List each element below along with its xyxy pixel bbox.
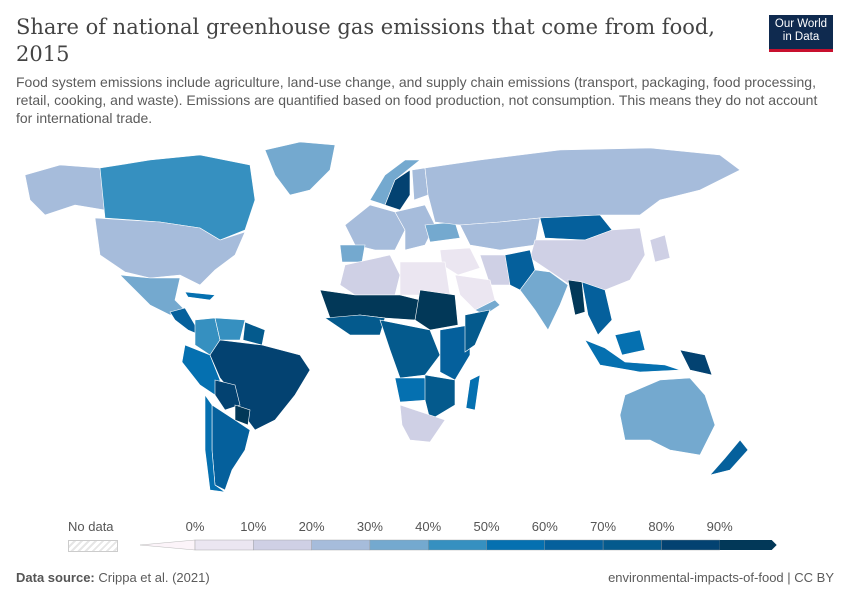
- legend-tick: 90%: [706, 519, 733, 534]
- country-japan[interactable]: [649, 234, 671, 263]
- country-cuba[interactable]: [184, 291, 216, 301]
- no-data-swatch: [68, 540, 118, 552]
- legend-bin: [369, 539, 429, 551]
- country-bolivia[interactable]: [214, 379, 241, 411]
- legend-tick: 30%: [356, 519, 383, 534]
- legend-bin: [194, 539, 254, 551]
- country-southeast-asia[interactable]: [581, 281, 613, 336]
- legend-bin: [311, 539, 371, 551]
- legend-bin: [428, 539, 487, 551]
- country-venezuela[interactable]: [214, 317, 246, 341]
- no-data-label: No data: [68, 519, 114, 534]
- country-papua-new-guinea[interactable]: [679, 349, 713, 376]
- country-chile[interactable]: [204, 394, 226, 493]
- owid-logo[interactable]: Our World in Data: [769, 15, 833, 52]
- legend-tick: 0%: [185, 519, 205, 534]
- legend-tick: 10%: [240, 519, 267, 534]
- country-new-zealand[interactable]: [709, 439, 749, 476]
- legend-tick: 80%: [648, 519, 675, 534]
- country-southern-africa[interactable]: [424, 374, 456, 421]
- legend-bin: [661, 539, 720, 551]
- legend-tick: 70%: [590, 519, 617, 534]
- legend-bin: [602, 539, 662, 551]
- legend-bin-below-0: [139, 539, 196, 551]
- legend-tick: 50%: [473, 519, 500, 534]
- country-mexico[interactable]: [119, 274, 186, 316]
- legend-bin: [544, 539, 604, 551]
- country-alaska[interactable]: [24, 164, 106, 216]
- legend-bin: [253, 539, 312, 551]
- chart-subtitle: Food system emissions include agricultur…: [16, 74, 818, 126]
- color-scale: [139, 539, 777, 551]
- country-iberia[interactable]: [339, 244, 366, 263]
- country-ukraine[interactable]: [424, 221, 461, 243]
- legend-tick: 60%: [531, 519, 558, 534]
- data-source: Data source: Crippa et al. (2021): [16, 570, 210, 585]
- country-sudan[interactable]: [414, 289, 459, 331]
- country-borneo[interactable]: [614, 329, 646, 356]
- country-greenland[interactable]: [264, 141, 336, 196]
- world-map[interactable]: [0, 135, 850, 505]
- country-indonesia[interactable]: [584, 339, 681, 373]
- legend-tick: 40%: [415, 519, 442, 534]
- legend-bin-90-plus: [719, 540, 777, 550]
- legend-bin: [486, 539, 545, 551]
- country-paraguay[interactable]: [234, 404, 251, 426]
- legend-tick: 20%: [298, 519, 325, 534]
- country-somalia[interactable]: [464, 309, 491, 353]
- footer-license[interactable]: environmental-impacts-of-food | CC BY: [608, 570, 834, 585]
- country-madagascar[interactable]: [465, 374, 481, 411]
- country-angola[interactable]: [394, 377, 429, 403]
- country-myanmar[interactable]: [567, 279, 586, 316]
- country-united-states[interactable]: [94, 217, 246, 286]
- chart-title: Share of national greenhouse gas emissio…: [16, 15, 715, 66]
- country-eastern-europe[interactable]: [394, 204, 436, 251]
- country-sweden[interactable]: [384, 169, 411, 211]
- country-australia[interactable]: [619, 377, 716, 456]
- country-china[interactable]: [529, 227, 646, 293]
- country-india[interactable]: [519, 269, 569, 331]
- country-brazil[interactable]: [209, 339, 311, 431]
- country-west-africa[interactable]: [324, 314, 386, 336]
- color-legend: No data 0% 10% 20% 30% 40% 50% 60% 70% 80% 90%: [0, 515, 850, 555]
- country-russia[interactable]: [424, 147, 741, 226]
- country-libya[interactable]: [399, 261, 451, 296]
- country-guianas[interactable]: [242, 321, 266, 346]
- country-south-africa[interactable]: [399, 404, 446, 443]
